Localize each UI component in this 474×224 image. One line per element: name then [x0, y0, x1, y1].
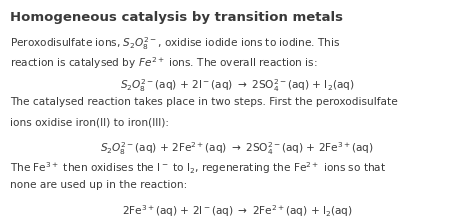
Text: The Fe$^{3+}$ then oxidises the I$^-$ to I$_2$, regenerating the Fe$^{2+}$ ions : The Fe$^{3+}$ then oxidises the I$^-$ to…: [10, 160, 387, 176]
Text: $S_2O_8^{2-}$(aq) + 2I$^-$(aq) $\rightarrow$ 2SO$_4^{2-}$(aq) + I$_2$(aq): $S_2O_8^{2-}$(aq) + 2I$^-$(aq) $\rightar…: [120, 77, 354, 94]
Text: The catalysed reaction takes place in two steps. First the peroxodisulfate: The catalysed reaction takes place in tw…: [10, 97, 398, 108]
Text: ions oxidise iron(II) to iron(III):: ions oxidise iron(II) to iron(III):: [10, 118, 169, 128]
Text: reaction is catalysed by $Fe^{2+}$ ions. The overall reaction is:: reaction is catalysed by $Fe^{2+}$ ions.…: [10, 55, 318, 71]
Text: 2Fe$^{3+}$(aq) + 2I$^-$(aq) $\rightarrow$ 2Fe$^{2+}$(aq) + I$_2$(aq): 2Fe$^{3+}$(aq) + 2I$^-$(aq) $\rightarrow…: [122, 203, 352, 219]
Text: $S_2O_8^{2-}$(aq) + 2Fe$^{2+}$(aq) $\rightarrow$ 2SO$_4^{2-}$(aq) + 2Fe$^{3+}$(a: $S_2O_8^{2-}$(aq) + 2Fe$^{2+}$(aq) $\rig…: [100, 140, 374, 157]
Text: Homogeneous catalysis by transition metals: Homogeneous catalysis by transition meta…: [10, 11, 344, 24]
Text: none are used up in the reaction:: none are used up in the reaction:: [10, 180, 188, 190]
Text: Peroxodisulfate ions, $S_2O_8^{2-}$, oxidise iodide ions to iodine. This: Peroxodisulfate ions, $S_2O_8^{2-}$, oxi…: [10, 35, 341, 52]
